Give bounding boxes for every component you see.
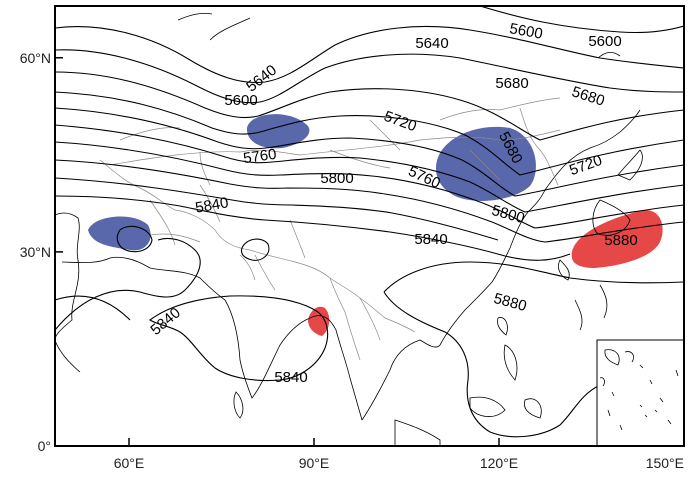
contour-5780 xyxy=(55,141,684,229)
contour-label: 5840 xyxy=(274,369,307,386)
contour-label-group: 5840 xyxy=(147,304,183,338)
contour-label: 5880 xyxy=(492,290,529,315)
contour-label-group: 5760 xyxy=(242,146,277,167)
contour-5840-india xyxy=(149,295,329,381)
y-axis: 60°N 30°N 0° xyxy=(20,50,63,454)
south-china-sea-inset xyxy=(596,339,685,447)
contour-5600-north xyxy=(479,6,684,34)
contour-label-group: 5840 xyxy=(414,231,447,248)
x-tick-label: 60°E xyxy=(114,455,145,471)
contour-west-asia-loop xyxy=(116,225,153,253)
y-tick-label: 30°N xyxy=(20,244,51,260)
contour-label: 5600 xyxy=(508,20,544,43)
contour-label-group: 5840 xyxy=(274,369,307,386)
contour-label: 5800 xyxy=(320,170,353,187)
contour-5880-south xyxy=(383,291,601,438)
x-tick-label: 120°E xyxy=(480,455,518,471)
negative-anomaly-mongolia xyxy=(436,126,536,201)
contour-label-group: 5880 xyxy=(492,290,529,315)
contour-label-group: 5800 xyxy=(490,202,527,227)
positive-anomaly-japan xyxy=(571,210,663,268)
contour-label: 5880 xyxy=(604,232,637,249)
negative-anomaly-tibet xyxy=(246,114,310,149)
negative-anomaly-regions xyxy=(88,114,536,251)
positive-anomaly-myanmar xyxy=(308,306,330,336)
map-frame xyxy=(54,5,685,447)
contour-5720 xyxy=(55,91,684,176)
y-tick-label: 60°N xyxy=(20,50,51,66)
contour-label: 5840 xyxy=(414,231,447,248)
contour-label-group: 5600 xyxy=(508,20,544,43)
contour-label: 5640 xyxy=(243,62,280,96)
x-axis: 60°E 90°E 120°E 150°E xyxy=(114,438,685,471)
contour-label: 5640 xyxy=(415,35,448,52)
contour-label-group: 5600 xyxy=(588,33,621,50)
contour-5680 xyxy=(55,71,684,141)
contour-5840-main xyxy=(55,195,571,261)
y-tick-label: 0° xyxy=(38,438,51,454)
contour-label-group: 5720 xyxy=(567,152,604,179)
x-tick-label: 90°E xyxy=(299,455,330,471)
contour-label: 5720 xyxy=(382,108,419,135)
negative-anomaly-west-asia xyxy=(88,216,151,251)
contour-label-group: 5880 xyxy=(604,232,637,249)
positive-anomaly-regions xyxy=(308,210,663,336)
contour-5740 xyxy=(55,107,684,197)
contour-label: 5680 xyxy=(570,83,607,109)
contour-5760 xyxy=(55,124,684,213)
contour-label: 5840 xyxy=(147,304,183,338)
contour-label: 5720 xyxy=(567,152,604,179)
contour-5800 xyxy=(55,159,684,243)
contour-label-group: 5640 xyxy=(415,35,448,52)
contour-5820 xyxy=(55,177,499,241)
height-contours xyxy=(55,6,684,438)
contour-tibet-loop xyxy=(240,238,270,261)
contour-5880-pacific xyxy=(383,261,684,293)
contour-label-group: 5600 xyxy=(224,92,257,109)
contour-5640 xyxy=(55,49,684,104)
contour-label: 5840 xyxy=(194,194,230,217)
contour-label: 5760 xyxy=(242,146,277,167)
contour-label-group: 5680 xyxy=(495,75,528,92)
contour-5600-loop xyxy=(55,26,684,84)
contour-south-low xyxy=(55,295,131,321)
x-tick-label: 150°E xyxy=(646,455,684,471)
contour-label-group: 5720 xyxy=(382,108,419,135)
contour-label: 5600 xyxy=(588,33,621,50)
contour-label-group: 5800 xyxy=(320,170,353,187)
contour-label: 5680 xyxy=(495,75,528,92)
contour-label-group: 5840 xyxy=(194,194,230,217)
contour-label: 5600 xyxy=(224,92,257,109)
contour-5840-south xyxy=(55,237,201,331)
